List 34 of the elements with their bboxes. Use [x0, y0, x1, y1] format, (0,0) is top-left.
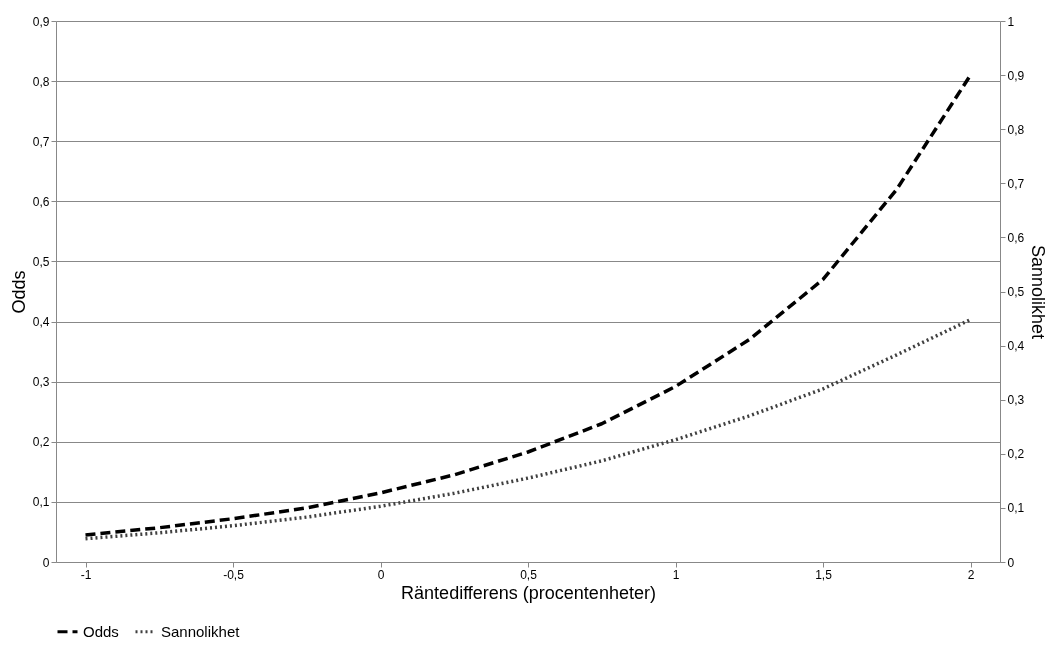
y2-tick-label: 0,4 — [1007, 339, 1025, 354]
y2-tick-label: 1 — [1007, 14, 1015, 29]
x-axis-title: Räntedifferens (procentenheter) — [401, 582, 656, 603]
y2-tick-label: 0,7 — [1007, 176, 1025, 191]
y2-tick-label: 0,5 — [1007, 285, 1025, 299]
y-tick-label: 0,5 — [32, 254, 50, 269]
y2-tick-label: 0 — [1007, 555, 1015, 570]
legend-label: Odds — [83, 622, 119, 640]
legend-label: Sannolikhet — [161, 622, 241, 640]
y2-axis-title: Sannolikhet — [1028, 244, 1049, 340]
x-tick-label: 1,5 — [815, 567, 833, 582]
y2-tick-label: 0,1 — [1007, 501, 1025, 516]
x-tick-label: 0,5 — [520, 567, 538, 582]
y-tick-label: 0,4 — [32, 315, 50, 330]
x-tick-label: -1 — [80, 567, 92, 582]
y-tick-label: 0,2 — [32, 435, 50, 450]
y2-tick-label: 0,8 — [1007, 122, 1025, 137]
y-tick-label: 0,8 — [32, 74, 50, 89]
y-tick-label: 0,6 — [32, 194, 50, 209]
line-series — [83, 317, 973, 541]
y-tick-label: 0,3 — [32, 375, 50, 390]
x-tick-label: 0 — [377, 567, 385, 582]
y2-tick-label: 0,3 — [1007, 393, 1025, 408]
y2-tick-label: 0,6 — [1007, 230, 1025, 245]
x-tick-label: 1 — [672, 567, 680, 582]
y-tick-label: 0,7 — [32, 134, 50, 149]
x-tick-label: -0,5 — [223, 567, 245, 582]
y2-tick-label: 0,2 — [1007, 447, 1025, 462]
y2-tick-label: 0,9 — [1007, 68, 1025, 83]
y-tick-label: 0,1 — [32, 495, 50, 510]
y-tick-label: 0,9 — [32, 14, 50, 29]
x-tick-label: 2 — [967, 567, 975, 582]
y-tick-label: 0 — [42, 555, 50, 570]
y-axis-title: Odds — [8, 270, 29, 314]
